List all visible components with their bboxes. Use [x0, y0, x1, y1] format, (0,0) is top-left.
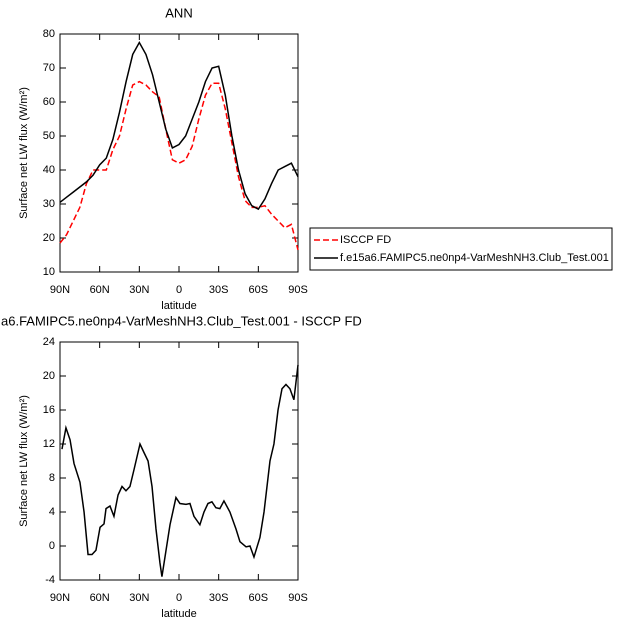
y-tick-label: 30 — [43, 198, 55, 210]
y-tick-label: 24 — [43, 336, 55, 348]
data-line — [59, 40, 299, 211]
x-tick-label: 90N — [50, 284, 70, 296]
y-tick-label: 50 — [43, 130, 55, 142]
x-axis-label: latitude — [161, 300, 196, 312]
y-tick-label: 0 — [49, 540, 55, 552]
x-tick-label: 0 — [176, 284, 182, 296]
x-tick-label: 90N — [50, 592, 70, 604]
legend-box — [309, 227, 613, 271]
chart-title: a6.FAMIPC5.ne0np4-VarMeshNH3.Club_Test.0… — [1, 313, 362, 328]
y-axis-label: Surface net LW flux (W/m²) — [18, 395, 30, 527]
x-tick-label: 60N — [90, 284, 110, 296]
y-tick-label: 8 — [49, 472, 55, 484]
plot-frame — [59, 341, 299, 581]
x-tick-label: 30S — [209, 284, 229, 296]
x-tick-label: 30N — [129, 284, 149, 296]
y-tick-label: 40 — [43, 164, 55, 176]
plot-frame — [59, 33, 299, 273]
y-tick-label: 20 — [43, 370, 55, 382]
data-line — [59, 80, 299, 251]
y-tick-label: -4 — [45, 574, 55, 586]
x-tick-label: 60S — [249, 592, 269, 604]
chart-title: ANN — [165, 5, 192, 20]
x-tick-label: 60S — [249, 284, 269, 296]
y-tick-label: 60 — [43, 96, 55, 108]
legend-label: f.e15a6.FAMIPC5.ne0np4-VarMeshNH3.Club_T… — [340, 252, 609, 264]
x-tick-label: 90S — [288, 592, 308, 604]
y-tick-label: 16 — [43, 404, 55, 416]
y-tick-label: 4 — [49, 506, 55, 518]
y-tick-label: 80 — [43, 28, 55, 40]
data-line — [61, 364, 299, 577]
y-tick-label: 70 — [43, 62, 55, 74]
y-tick-label: 12 — [43, 438, 55, 450]
y-axis-label: Surface net LW flux (W/m²) — [18, 87, 30, 219]
legend-label: ISCCP FD — [340, 234, 391, 246]
y-tick-label: 20 — [43, 232, 55, 244]
x-tick-label: 30N — [129, 592, 149, 604]
x-tick-label: 0 — [176, 592, 182, 604]
y-tick-label: 10 — [43, 266, 55, 278]
x-tick-label: 90S — [288, 284, 308, 296]
x-tick-label: 60N — [90, 592, 110, 604]
x-axis-label: latitude — [161, 608, 196, 620]
x-tick-label: 30S — [209, 592, 229, 604]
